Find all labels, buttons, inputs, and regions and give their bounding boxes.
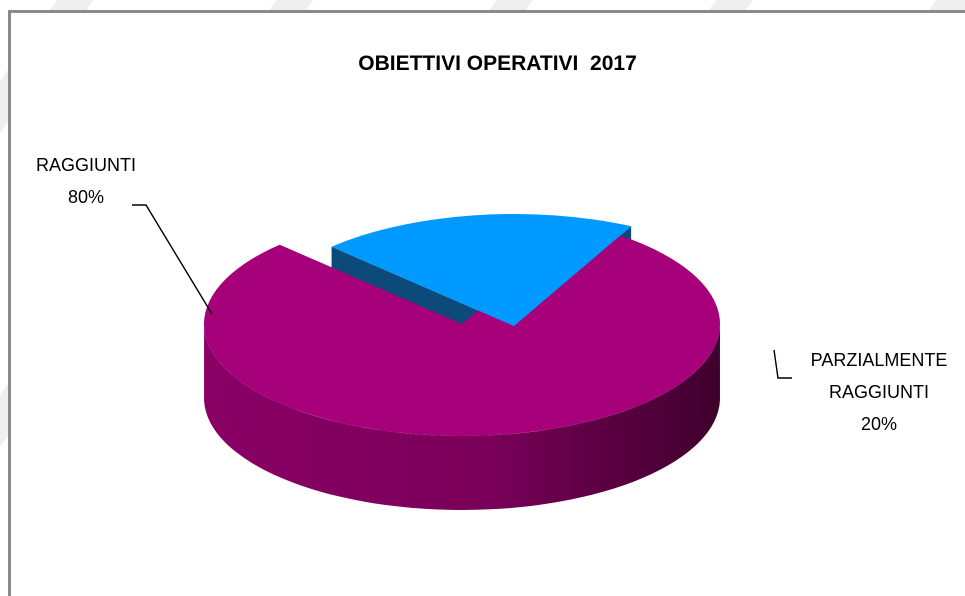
chart-title: OBIETTIVI OPERATIVI 2017 (358, 52, 637, 75)
data-label-2-line-1: PARZIALMENTE (811, 350, 948, 370)
pie-slice-1 (203, 224, 720, 437)
data-label-2-line-3: 20% (861, 414, 897, 434)
data-label-2-line-2: RAGGIUNTI (829, 382, 929, 402)
leader-line-2 (773, 349, 792, 379)
data-label-1-line-1: RAGGIUNTI (36, 155, 136, 175)
leader-line-1 (132, 204, 213, 315)
pie-slice-side-1 (204, 325, 720, 510)
data-label-1-line-2: 80% (68, 187, 104, 207)
pie-slice-2 (331, 213, 632, 326)
